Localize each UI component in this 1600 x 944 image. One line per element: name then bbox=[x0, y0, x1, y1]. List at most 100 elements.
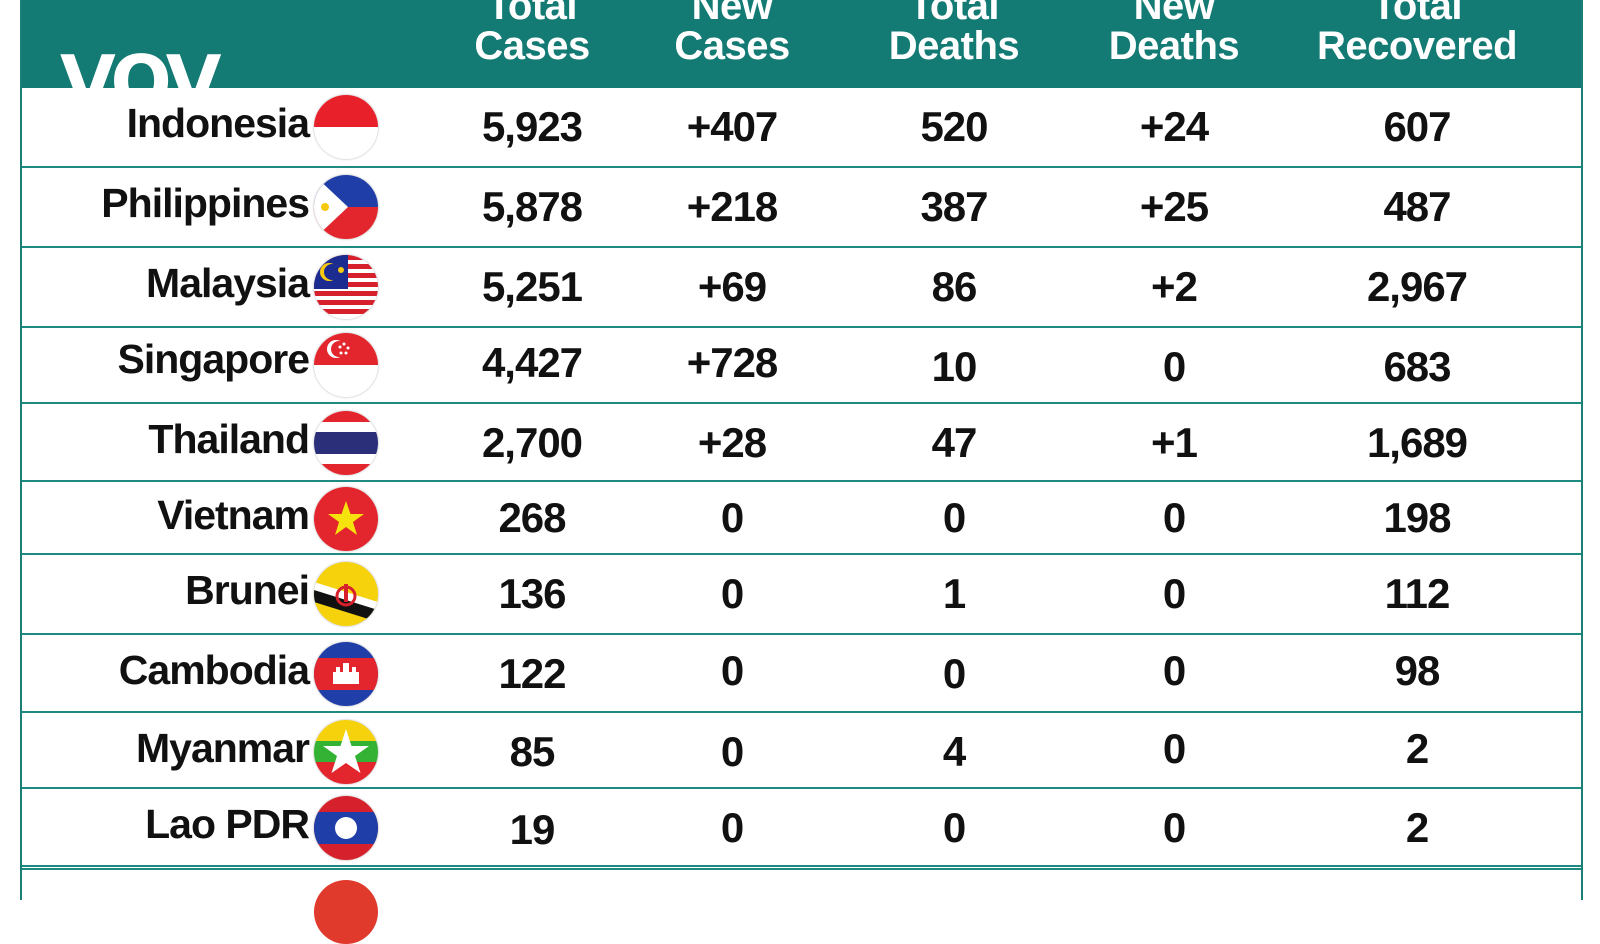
new-cases: +28 bbox=[697, 419, 767, 466]
table-row: Lao PDR 19 0 0 0 2 bbox=[22, 789, 1581, 867]
total-cases: 19 bbox=[509, 806, 556, 853]
new-deaths: +24 bbox=[1139, 103, 1209, 150]
country-name: Myanmar bbox=[135, 725, 310, 771]
country-name: Philippines bbox=[101, 180, 310, 226]
total-cases: 5,251 bbox=[481, 263, 583, 310]
total-deaths: 520 bbox=[920, 103, 988, 150]
singapore-flag-icon bbox=[314, 333, 378, 397]
new-deaths: +25 bbox=[1139, 183, 1209, 230]
table-row: Indonesia 5,923 +407 520 +24 607 bbox=[22, 88, 1581, 168]
brunei-flag-icon bbox=[314, 562, 378, 626]
new-cases: 0 bbox=[720, 728, 744, 775]
total-deaths: 86 bbox=[931, 263, 978, 310]
asean-covid-table: VOV Total Cases New Cases Total Deaths N… bbox=[20, 0, 1583, 944]
country-name: Indonesia bbox=[126, 100, 310, 146]
new-deaths: 0 bbox=[1162, 494, 1186, 541]
thailand-flag-icon bbox=[314, 411, 378, 475]
cambodia-flag-icon bbox=[314, 642, 378, 706]
country-name: Vietnam bbox=[157, 492, 310, 538]
indonesia-flag-icon bbox=[314, 95, 378, 159]
header-line: New bbox=[1133, 0, 1215, 28]
new-deaths: 0 bbox=[1162, 343, 1186, 390]
total-cases: 268 bbox=[498, 494, 566, 541]
header-total-cases: Total Cases bbox=[422, 0, 642, 66]
header-new-cases: New Cases bbox=[622, 0, 842, 66]
total-cases: 4,427 bbox=[481, 339, 583, 386]
total-recovered: 2,967 bbox=[1366, 263, 1468, 310]
total-recovered: 2 bbox=[1405, 804, 1429, 851]
table-row: Singapore 4,427 +728 10 0 683 bbox=[22, 328, 1581, 404]
table-row: Myanmar 85 0 4 0 2 bbox=[22, 713, 1581, 789]
philippines-flag-icon bbox=[314, 175, 378, 239]
table-row: Thailand 2,700 +28 47 +1 1,689 bbox=[22, 404, 1581, 482]
header-line: Cases bbox=[474, 24, 590, 68]
vov-logo: VOV bbox=[60, 52, 240, 92]
header-line: Cases bbox=[674, 24, 790, 68]
table-header: VOV Total Cases New Cases Total Deaths N… bbox=[22, 0, 1581, 92]
header-line: New bbox=[691, 0, 773, 28]
header-new-deaths: New Deaths bbox=[1064, 0, 1284, 66]
country-name: Thailand bbox=[148, 416, 310, 462]
total-recovered: 2 bbox=[1405, 725, 1429, 772]
logo-text: VOV bbox=[60, 52, 221, 92]
new-deaths: 0 bbox=[1162, 804, 1186, 851]
country-name: Lao PDR bbox=[145, 801, 310, 847]
new-cases: 0 bbox=[720, 570, 744, 617]
total-deaths: 1 bbox=[942, 570, 966, 617]
country-name: Malaysia bbox=[146, 260, 310, 306]
total-recovered: 98 bbox=[1394, 647, 1441, 694]
header-total-recovered: Total Recovered bbox=[1307, 0, 1527, 66]
new-deaths: 0 bbox=[1162, 570, 1186, 617]
total-recovered: 607 bbox=[1383, 103, 1451, 150]
header-line: Recovered bbox=[1316, 24, 1518, 68]
header-line: Deaths bbox=[888, 24, 1020, 68]
new-cases: 0 bbox=[720, 647, 744, 694]
total-recovered: 112 bbox=[1384, 570, 1451, 617]
new-cases: +69 bbox=[697, 263, 767, 310]
table-body: Indonesia 5,923 +407 520 +24 607 Philipp… bbox=[22, 88, 1581, 867]
table-row: Vietnam 268 0 0 0 198 bbox=[22, 482, 1581, 555]
vietnam-flag-icon bbox=[314, 487, 378, 551]
table-row: Philippines 5,878 +218 387 +25 487 bbox=[22, 168, 1581, 248]
cropped-row bbox=[22, 868, 1581, 944]
total-deaths: 387 bbox=[920, 183, 988, 230]
new-cases: +218 bbox=[686, 183, 779, 230]
total-cases: 2,700 bbox=[481, 419, 583, 466]
total-cases: 136 bbox=[498, 570, 566, 617]
new-deaths: +2 bbox=[1151, 263, 1198, 310]
laos-flag-icon bbox=[314, 796, 378, 860]
new-deaths: 0 bbox=[1162, 647, 1186, 694]
table-row: Malaysia 5,251 +69 86 +2 2,967 bbox=[22, 248, 1581, 328]
total-recovered: 487 bbox=[1383, 183, 1451, 230]
table-row: Cambodia 122 0 0 0 98 bbox=[22, 635, 1581, 713]
total-deaths: 0 bbox=[942, 650, 966, 697]
header-line: Total bbox=[486, 0, 578, 28]
total-recovered: 1,689 bbox=[1366, 419, 1468, 466]
new-deaths: +1 bbox=[1151, 419, 1198, 466]
total-cases: 5,878 bbox=[481, 183, 583, 230]
partial-flag-icon bbox=[314, 880, 378, 944]
country-name: Cambodia bbox=[118, 647, 310, 693]
myanmar-flag-icon bbox=[314, 720, 378, 784]
header-line: Total bbox=[908, 0, 1000, 28]
table-row: Brunei 136 0 1 0 112 bbox=[22, 555, 1581, 635]
total-deaths: 10 bbox=[931, 343, 978, 390]
new-cases: 0 bbox=[720, 494, 744, 541]
country-name: Singapore bbox=[117, 336, 310, 382]
new-cases: 0 bbox=[720, 804, 744, 851]
total-cases: 122 bbox=[498, 650, 566, 697]
header-line: Deaths bbox=[1108, 24, 1240, 68]
header-line: Total bbox=[1371, 0, 1463, 28]
total-deaths: 4 bbox=[942, 728, 966, 775]
total-recovered: 198 bbox=[1383, 494, 1451, 541]
new-deaths: 0 bbox=[1162, 725, 1186, 772]
new-cases: +728 bbox=[686, 339, 779, 386]
total-deaths: 47 bbox=[931, 419, 978, 466]
country-name: Brunei bbox=[185, 567, 310, 613]
total-recovered: 683 bbox=[1383, 343, 1451, 390]
total-deaths: 0 bbox=[942, 804, 966, 851]
malaysia-flag-icon bbox=[314, 255, 378, 319]
total-cases: 85 bbox=[509, 728, 556, 775]
header-total-deaths: Total Deaths bbox=[844, 0, 1064, 66]
total-cases: 5,923 bbox=[481, 103, 583, 150]
